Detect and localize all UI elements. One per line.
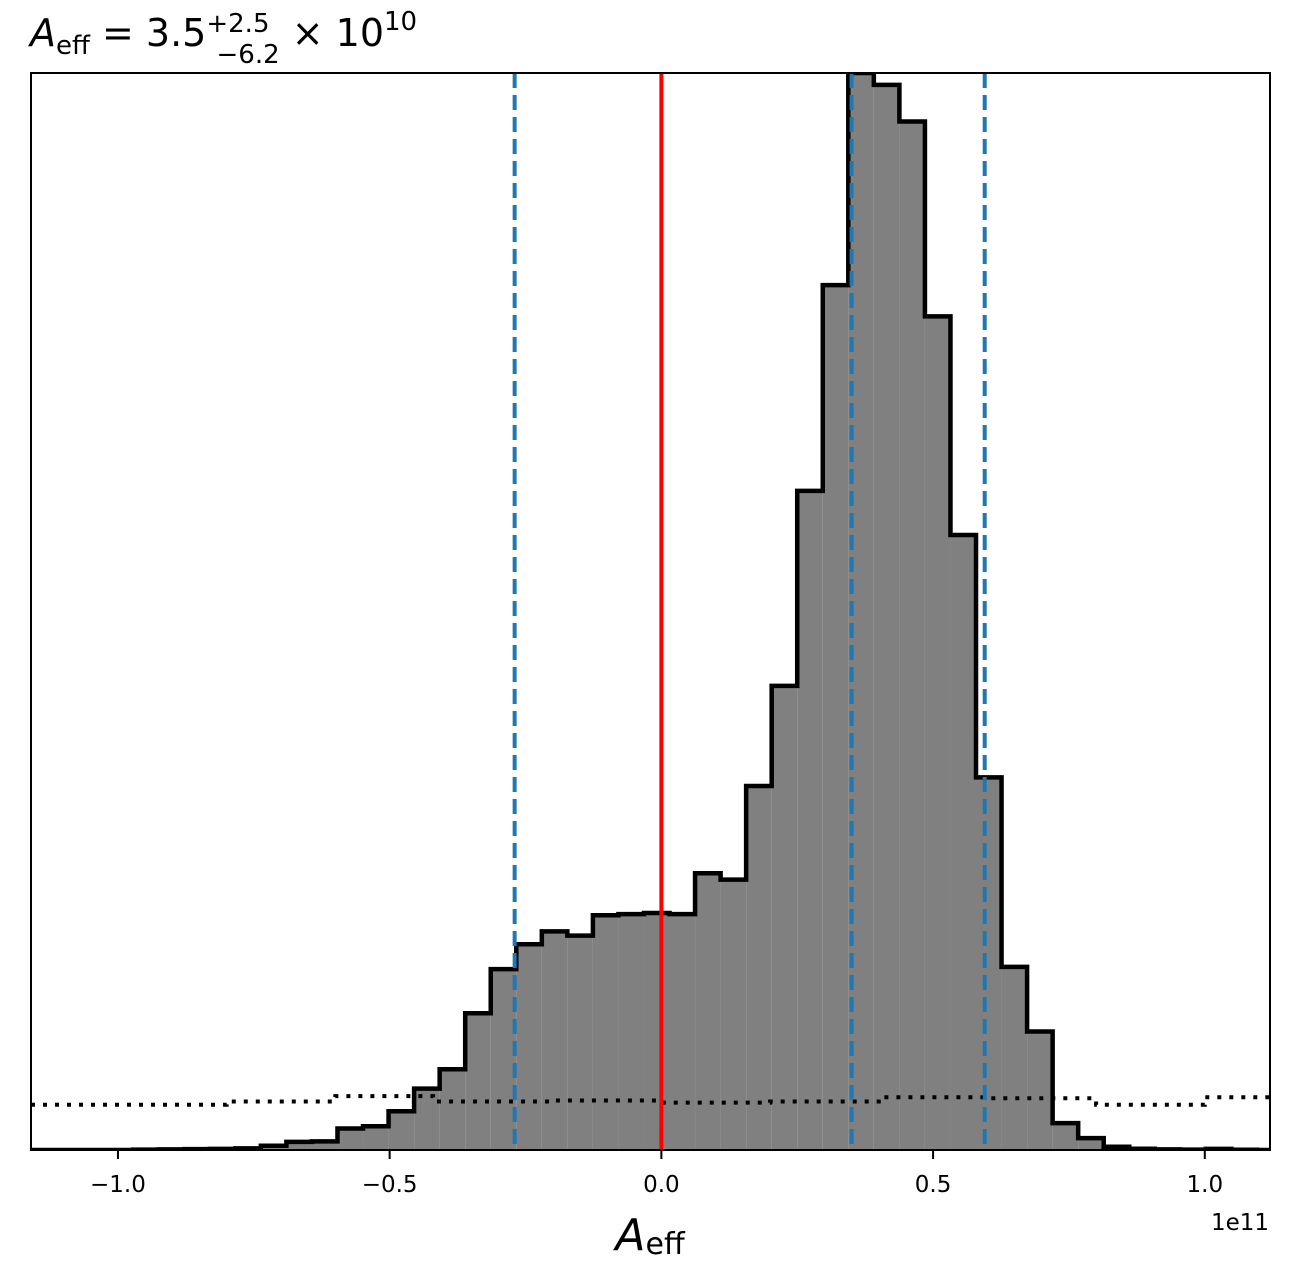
x-tick-label: −0.5 (362, 1172, 418, 1198)
histogram-bar (1027, 1032, 1053, 1150)
title-equals: = 3.5 (90, 11, 206, 55)
histogram-layer (31, 73, 1270, 1150)
x-tick-label: 0.0 (643, 1172, 680, 1198)
histogram-bar (874, 85, 900, 1150)
chart-title: Aeff = 3.5+2.5−6.2 × 1010 (27, 7, 417, 70)
histogram-bar (823, 285, 849, 1150)
x-axis-offset-label: 1e11 (1211, 1210, 1269, 1236)
histogram-bar (618, 914, 644, 1150)
histogram-bar (797, 491, 823, 1150)
histogram-bar (516, 944, 542, 1150)
histogram-bar (1053, 1123, 1079, 1150)
histogram-bar (363, 1126, 389, 1150)
histogram-bar (670, 914, 696, 1150)
histogram-bar (414, 1089, 440, 1150)
title-variable-subscript: eff (56, 31, 91, 61)
histogram-bar (491, 969, 517, 1150)
histogram-bar (925, 316, 951, 1150)
histogram-bar (593, 915, 619, 1150)
histogram-bar (337, 1128, 363, 1150)
title-variable: A (27, 11, 56, 55)
x-axis-label-subscript: eff (645, 1227, 685, 1262)
x-tick-label: 0.5 (915, 1172, 952, 1198)
histogram-bar (567, 936, 593, 1150)
x-axis-label: Aeff (612, 1210, 686, 1262)
histogram-bar (465, 1013, 491, 1150)
x-axis-label-variable: A (612, 1210, 645, 1261)
histogram-bar (389, 1111, 415, 1150)
histogram-bar (976, 777, 1002, 1150)
title-exponent: 10 (384, 7, 417, 37)
histogram-bar (1002, 967, 1028, 1150)
x-tick-label: 1.0 (1187, 1172, 1224, 1198)
histogram-bar (772, 686, 798, 1150)
histogram-bar (721, 880, 747, 1150)
histogram-bar (746, 786, 772, 1150)
histogram-bar (695, 873, 721, 1150)
title-upper-error: +2.5 (206, 9, 269, 39)
title-times: × 10 (280, 11, 384, 55)
histogram-bar (542, 931, 568, 1150)
histogram-bar (440, 1069, 466, 1150)
title-lower-error: −6.2 (217, 40, 280, 70)
histogram-bar (644, 913, 670, 1150)
histogram-bar (950, 535, 976, 1150)
histogram-bar (899, 121, 925, 1150)
x-tick-label: −1.0 (90, 1172, 146, 1198)
